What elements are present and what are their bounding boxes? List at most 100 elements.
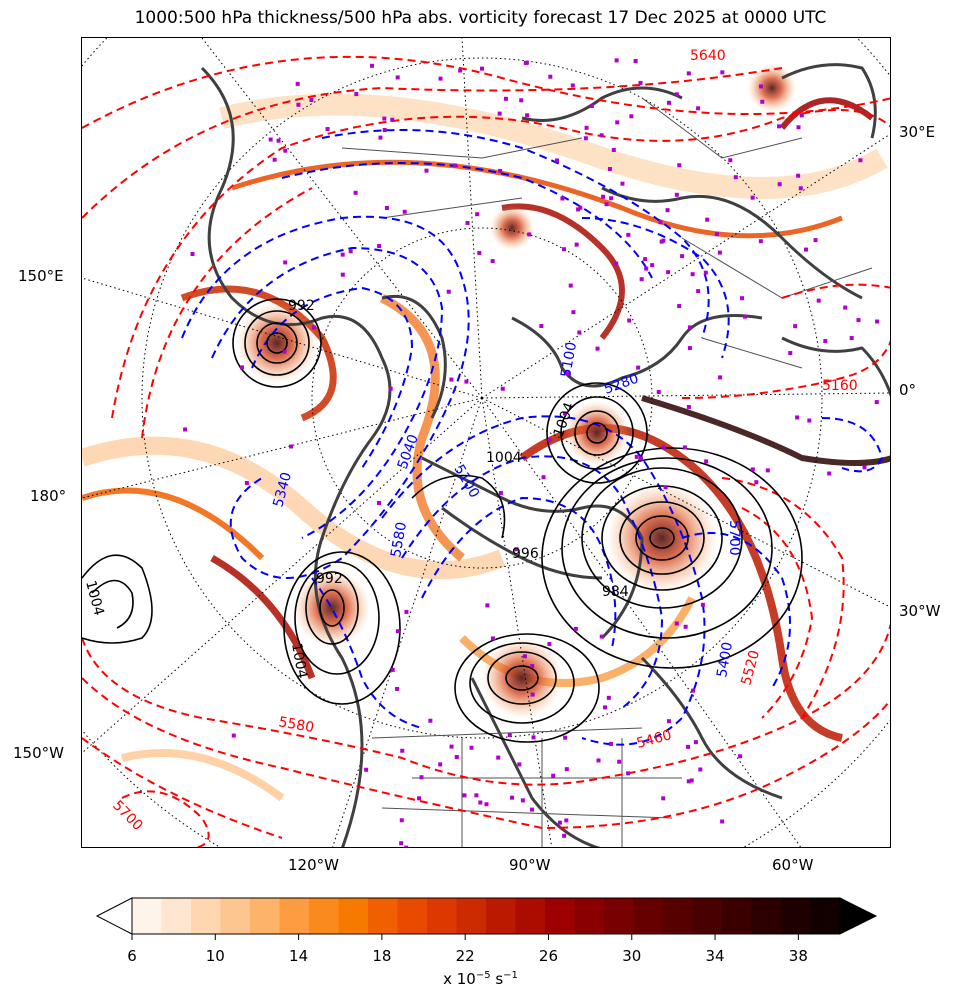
- thickness-label: 5580: [388, 521, 410, 559]
- station-marker: [607, 167, 612, 172]
- station-marker: [547, 438, 552, 443]
- units-suffix: s: [490, 970, 504, 988]
- station-marker: [475, 212, 480, 217]
- station-marker: [843, 305, 848, 310]
- isobar-label: 992: [316, 571, 343, 587]
- station-marker: [804, 247, 809, 252]
- station-marker: [615, 120, 620, 125]
- station-marker: [183, 427, 188, 432]
- station-marker: [661, 445, 666, 450]
- station-marker: [469, 745, 474, 750]
- coastlines: [200, 63, 890, 847]
- station-marker: [244, 480, 249, 485]
- station-marker: [665, 208, 670, 213]
- station-marker: [614, 58, 619, 63]
- station-marker: [795, 415, 800, 420]
- colorbar-cell: [692, 898, 723, 934]
- station-marker: [578, 205, 583, 210]
- station-marker: [717, 250, 722, 255]
- lon-label-60w: 60°W: [772, 856, 814, 874]
- station-marker: [554, 158, 559, 163]
- station-marker: [633, 59, 638, 64]
- station-marker: [424, 168, 429, 173]
- station-marker: [658, 220, 663, 225]
- station-marker: [626, 771, 631, 776]
- station-marker: [698, 767, 703, 772]
- station-marker: [570, 83, 575, 88]
- station-marker: [348, 249, 353, 254]
- colorbar-tick-label: 18: [372, 947, 392, 965]
- colorbar-tick-label: 38: [788, 947, 808, 965]
- isobar-label: 984: [602, 584, 629, 600]
- station-marker: [477, 250, 482, 255]
- station-marker: [474, 793, 479, 798]
- station-marker: [268, 137, 273, 142]
- station-marker: [813, 238, 818, 243]
- station-marker: [875, 319, 880, 324]
- map-panel[interactable]: 5640 5160 5580 5460 5700 5520 5340 5040 …: [81, 37, 891, 848]
- station-marker: [458, 68, 463, 73]
- station-marker: [793, 324, 798, 329]
- station-marker: [522, 654, 527, 659]
- station-marker: [525, 113, 530, 118]
- station-marker: [530, 692, 535, 697]
- station-marker: [636, 365, 641, 370]
- station-marker: [689, 778, 694, 783]
- isobar-labels: 1004 1004 992 984 1004 996 1004 992: [82, 298, 629, 680]
- station-marker: [849, 336, 854, 341]
- colorbar-cell: [781, 898, 811, 934]
- station-marker: [765, 468, 770, 473]
- station-marker: [282, 349, 287, 354]
- station-marker: [583, 136, 588, 141]
- thickness-label: 5640: [690, 48, 726, 64]
- thickness-label: 5100: [558, 341, 580, 379]
- station-marker: [548, 74, 553, 79]
- station-marker: [620, 181, 625, 186]
- station-marker: [728, 158, 733, 163]
- station-marker: [231, 733, 236, 738]
- station-marker: [720, 70, 725, 75]
- station-marker: [364, 767, 369, 772]
- station-marker: [858, 158, 863, 163]
- station-marker: [611, 147, 616, 152]
- thickness-contours-cold: [181, 129, 884, 746]
- station-marker: [378, 135, 383, 140]
- station-marker: [595, 346, 600, 351]
- station-marker: [666, 270, 671, 275]
- station-marker: [428, 718, 433, 723]
- station-marker: [560, 196, 565, 201]
- station-marker: [603, 705, 608, 710]
- station-marker: [686, 779, 691, 784]
- station-marker: [686, 71, 691, 76]
- station-marker: [452, 163, 457, 168]
- station-marker: [796, 173, 801, 178]
- station-marker: [541, 475, 546, 480]
- colorbar-max-extend: [839, 897, 878, 935]
- station-marker: [758, 239, 763, 244]
- station-marker: [796, 125, 801, 130]
- station-marker: [496, 755, 501, 760]
- station-marker: [296, 102, 301, 107]
- colorbar-cell: [751, 898, 782, 934]
- station-marker: [449, 744, 454, 749]
- station-marker: [465, 220, 470, 225]
- station-marker: [390, 117, 395, 122]
- colorbar-cell: [338, 898, 369, 934]
- station-marker: [562, 247, 567, 252]
- station-marker: [568, 283, 573, 288]
- colorbar-cell: [486, 898, 516, 934]
- isobar-label: 1004: [486, 450, 522, 466]
- station-marker: [614, 261, 619, 266]
- colorbar-outline: [131, 897, 841, 935]
- units-text: x 10: [443, 970, 476, 988]
- station-marker: [557, 820, 562, 825]
- station-marker: [677, 163, 682, 168]
- station-marker: [417, 796, 422, 801]
- station-marker: [564, 767, 569, 772]
- station-marker: [454, 754, 459, 759]
- station-marker: [419, 775, 424, 780]
- thickness-label: 5280: [602, 371, 641, 398]
- units-exponent-2: −1: [503, 970, 518, 981]
- station-marker: [446, 289, 451, 294]
- station-marker: [576, 207, 581, 212]
